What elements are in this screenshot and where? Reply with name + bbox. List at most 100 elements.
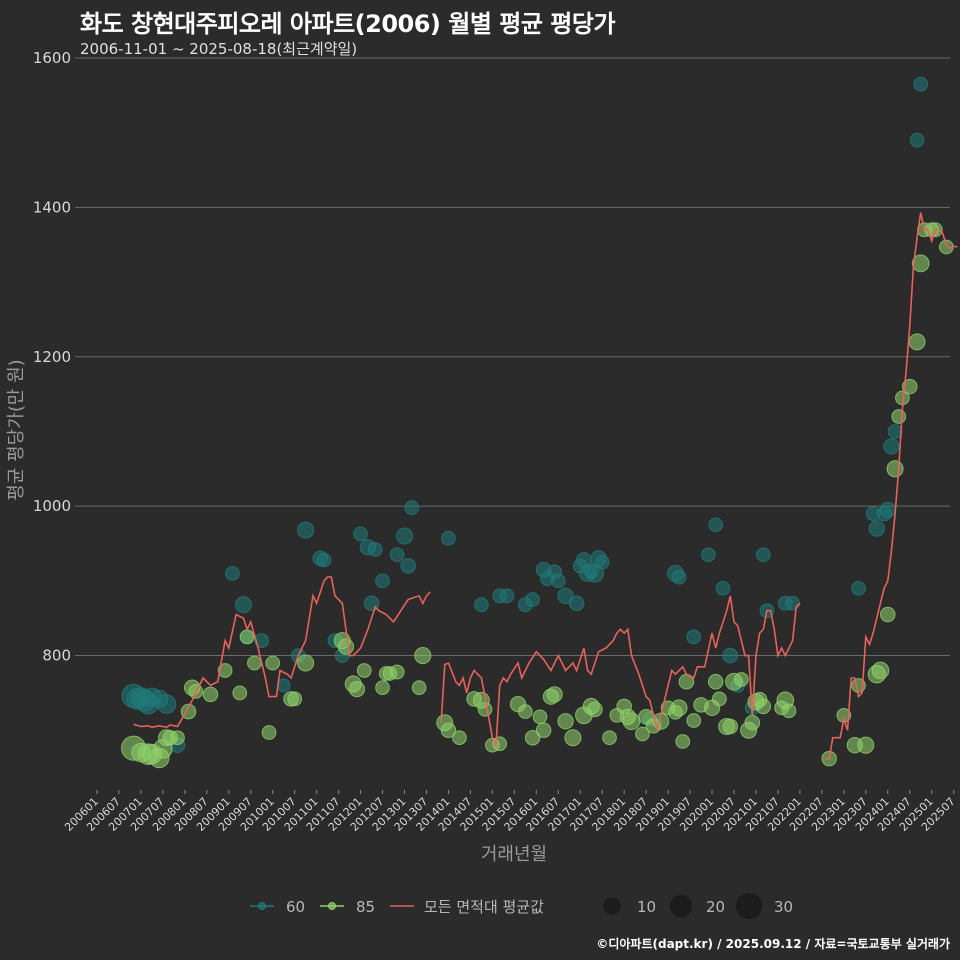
- legend-size-label: 10: [637, 898, 656, 916]
- data-point-85: [338, 639, 353, 654]
- data-point-85: [518, 705, 532, 719]
- data-point-85: [262, 726, 276, 740]
- data-point-85: [623, 713, 640, 730]
- data-point-85: [558, 714, 573, 729]
- data-point-85: [676, 735, 690, 749]
- y-tick-label: 1000: [33, 497, 71, 515]
- data-point-60: [526, 593, 540, 607]
- data-point-85: [171, 731, 185, 745]
- data-point-85: [415, 648, 431, 664]
- data-point-60: [405, 501, 419, 515]
- data-point-85: [708, 674, 723, 689]
- y-axis-title: 평균 평당가(만 원): [6, 359, 27, 500]
- data-point-60: [376, 574, 390, 588]
- data-point-60: [869, 521, 884, 536]
- legend-label-s60: 60: [286, 898, 305, 916]
- data-point-60: [235, 597, 251, 613]
- data-point-85: [712, 692, 726, 706]
- legend-size-circle: [670, 895, 692, 917]
- data-point-85: [872, 662, 889, 679]
- data-point-60: [551, 574, 565, 588]
- y-tick-label: 1200: [33, 348, 71, 366]
- data-point-60: [368, 543, 382, 557]
- legend-label-s85: 85: [356, 898, 375, 916]
- data-point-60: [500, 589, 514, 603]
- data-point-85: [887, 461, 903, 477]
- source-credit: ©디아파트(dapt.kr) / 2025.09.12 / 자료=국토교통부 실…: [596, 935, 950, 952]
- data-point-85: [298, 655, 314, 671]
- data-point-85: [892, 410, 906, 424]
- data-point-60: [756, 548, 770, 562]
- data-point-85: [603, 731, 617, 745]
- data-point-85: [723, 719, 738, 734]
- series-85-points: [122, 223, 960, 768]
- data-point-85: [858, 737, 874, 753]
- data-point-60: [786, 596, 800, 610]
- data-point-85: [880, 607, 895, 622]
- average-line-segment: [826, 213, 958, 759]
- data-point-60: [702, 548, 716, 562]
- data-point-60: [880, 502, 895, 517]
- data-point-60: [317, 553, 331, 567]
- y-tick-label: 1400: [33, 198, 71, 216]
- data-point-85: [756, 699, 771, 714]
- data-point-85: [536, 723, 551, 738]
- data-point-85: [547, 687, 562, 702]
- data-point-85: [266, 656, 280, 670]
- data-point-60: [569, 596, 584, 611]
- data-point-60: [888, 425, 902, 439]
- legend-swatch-dot: [259, 903, 266, 910]
- data-point-85: [782, 704, 796, 718]
- legend: 60 85 모든 면적대 평균값 10 20 30: [250, 893, 793, 919]
- legend-size-circle: [736, 893, 762, 919]
- data-point-85: [240, 630, 254, 644]
- data-point-85: [909, 334, 925, 350]
- data-point-85: [357, 664, 371, 678]
- data-point-60: [910, 133, 924, 147]
- data-point-85: [671, 700, 687, 716]
- data-point-85: [478, 702, 492, 716]
- series-60-points: [122, 77, 960, 752]
- data-point-60: [298, 522, 314, 538]
- data-point-60: [401, 559, 416, 574]
- data-point-60: [852, 581, 866, 595]
- data-point-60: [716, 581, 730, 595]
- data-point-60: [884, 439, 899, 454]
- data-point-60: [672, 570, 686, 584]
- data-point-85: [233, 686, 247, 700]
- legend-label-avg: 모든 면적대 평균값: [424, 898, 544, 916]
- data-point-60: [390, 548, 404, 562]
- data-point-85: [203, 687, 218, 702]
- legend-size-label: 20: [706, 898, 725, 916]
- data-point-85: [248, 656, 262, 670]
- data-point-60: [723, 648, 738, 663]
- data-point-85: [745, 715, 760, 730]
- data-point-85: [349, 682, 364, 697]
- data-point-60: [914, 77, 928, 91]
- average-line-segment: [134, 577, 431, 727]
- data-point-60: [595, 555, 609, 569]
- data-point-60: [157, 695, 176, 714]
- legend-swatch-dot: [329, 903, 336, 910]
- data-point-60: [354, 527, 368, 541]
- x-axis-title: 거래년월: [481, 844, 547, 865]
- legend-size-circle: [603, 897, 620, 914]
- data-point-85: [453, 731, 467, 745]
- data-point-85: [288, 692, 302, 706]
- legend-size-label: 30: [774, 898, 793, 916]
- data-point-85: [533, 710, 547, 724]
- grid-lines: [75, 58, 950, 656]
- data-point-60: [475, 598, 489, 612]
- data-point-60: [226, 567, 240, 581]
- x-axis-ticks: 2006012006072007012007072008012008072009…: [62, 790, 958, 834]
- y-tick-label: 1600: [33, 49, 71, 67]
- data-point-85: [687, 714, 701, 728]
- data-point-60: [687, 630, 701, 644]
- data-point-85: [376, 681, 390, 695]
- chart-canvas: 800 1000 1200 1400 1600 20060120060720070120…: [0, 0, 960, 960]
- data-point-85: [565, 730, 581, 746]
- data-point-60: [442, 531, 456, 545]
- data-point-85: [734, 673, 748, 687]
- y-tick-label: 800: [42, 647, 71, 665]
- data-point-85: [588, 702, 603, 717]
